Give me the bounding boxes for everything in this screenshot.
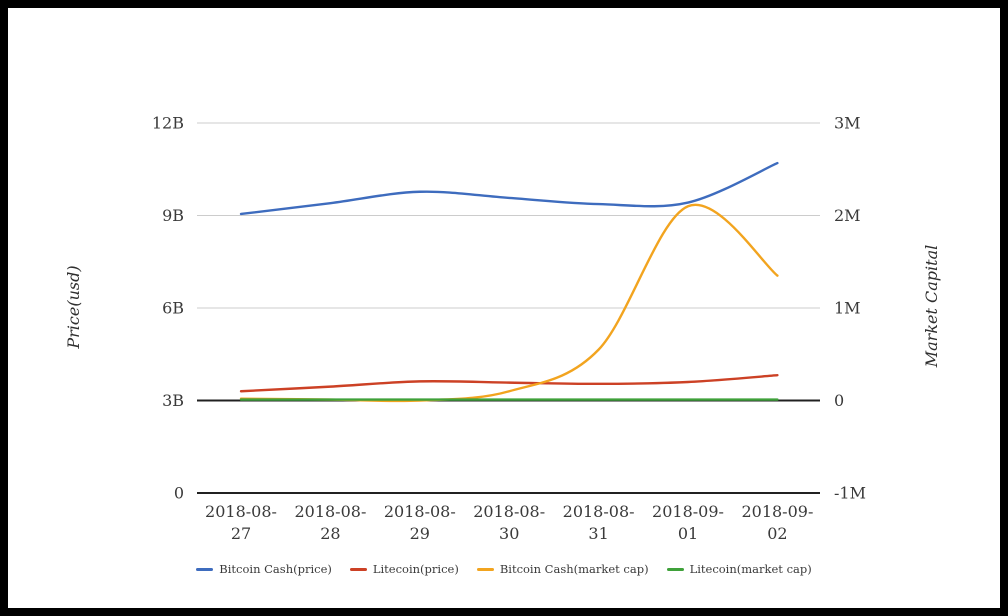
series-line-bitcoin-cash-market-cap	[239, 203, 779, 403]
legend-item-bitcoin-cash-market-cap[interactable]: Bitcoin Cash(market cap)	[476, 562, 649, 576]
right-axis-tick-label: -1M	[834, 484, 866, 503]
left-axis-title: Price(usd)	[64, 265, 83, 349]
left-axis-tick-label: 9B	[162, 206, 184, 225]
chart-legend: Bitcoin Cash(price) Litecoin(price) Bitcoi…	[8, 562, 1000, 576]
legend-line-swatch	[196, 568, 214, 572]
legend-line-swatch	[476, 568, 494, 572]
left-axis-tick-label: 3B	[162, 391, 184, 410]
x-axis-tick-label: 2018-08-31	[563, 502, 635, 543]
legend-label: Litecoin(market cap)	[689, 562, 812, 576]
legend-label: Bitcoin Cash(market cap)	[499, 562, 649, 576]
x-axis-tick-label: 2018-09-01	[652, 502, 724, 543]
legend-line-swatch	[349, 568, 367, 572]
x-axis-tick-label: 2018-08-30	[473, 502, 545, 543]
x-axis-tick-label: 2018-08-28	[294, 502, 366, 543]
x-axis-tick-label: 2018-08-27	[205, 502, 277, 543]
legend-item-bitcoin-cash-price[interactable]: Bitcoin Cash(price)	[196, 562, 332, 576]
right-axis-tick-label: 2M	[834, 206, 861, 225]
legend-label: Litecoin(price)	[372, 562, 459, 576]
x-axis-tick-label: 2018-08-29	[384, 502, 456, 543]
x-axis-tick-label: 2018-09-02	[741, 502, 813, 543]
legend-label: Bitcoin Cash(price)	[219, 562, 332, 576]
left-axis-tick-label: 0	[174, 484, 184, 503]
dual-axis-line-chart[interactable]: 0 3B 6B 9B 12B -1M 0 1M 2M 3M Price(usd) Market Cap…	[8, 8, 1000, 608]
right-axis-title: Market Capital	[922, 245, 941, 368]
series-line-litecoin-price	[239, 374, 779, 393]
legend-item-litecoin-price[interactable]: Litecoin(price)	[349, 562, 459, 576]
left-axis-tick-label: 6B	[162, 299, 184, 318]
left-axis-tick-label: 12B	[152, 114, 184, 133]
right-axis-tick-label: 3M	[834, 114, 861, 133]
right-axis-tick-label: 1M	[834, 299, 861, 318]
legend-line-swatch	[666, 568, 684, 572]
legend-item-litecoin-market-cap[interactable]: Litecoin(market cap)	[666, 562, 812, 576]
series-line-bitcoin-cash-price	[239, 161, 779, 216]
right-axis-tick-label: 0	[834, 391, 844, 410]
